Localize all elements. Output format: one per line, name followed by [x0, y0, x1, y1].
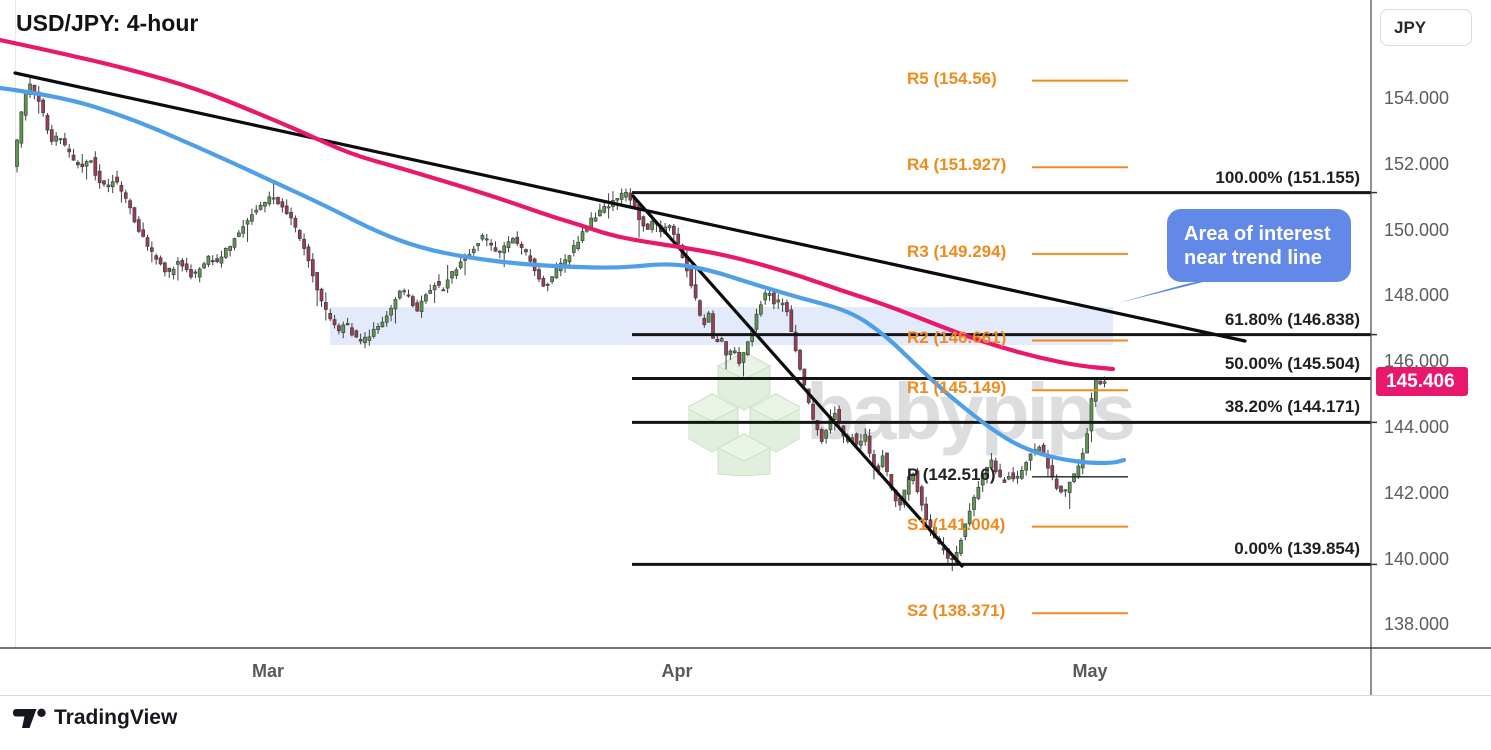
fast-ma: [0, 85, 1127, 466]
area-of-interest-callout: Area of interest near trend line: [1167, 209, 1351, 282]
tradingview-label: TradingView: [54, 706, 178, 729]
callout-line2: near trend line: [1184, 246, 1322, 269]
descending-trendline: [13, 71, 1247, 343]
tradingview-icon: [13, 708, 46, 728]
pivot-lines: [1032, 79, 1128, 615]
tradingview-link[interactable]: TradingView: [13, 706, 177, 730]
last-price-badge: 145.406: [1376, 367, 1468, 397]
currency-button[interactable]: JPY: [1380, 9, 1472, 46]
slow-ma: [0, 37, 1116, 372]
babypips-logo-icon: [688, 351, 800, 476]
babypips-watermark: babypips: [688, 348, 1136, 476]
candles: [15, 77, 1107, 571]
steep-trendline: [631, 194, 964, 568]
callout-line1: Area of interest: [1184, 222, 1331, 245]
chart-title: USD/JPY: 4-hour: [16, 10, 199, 36]
